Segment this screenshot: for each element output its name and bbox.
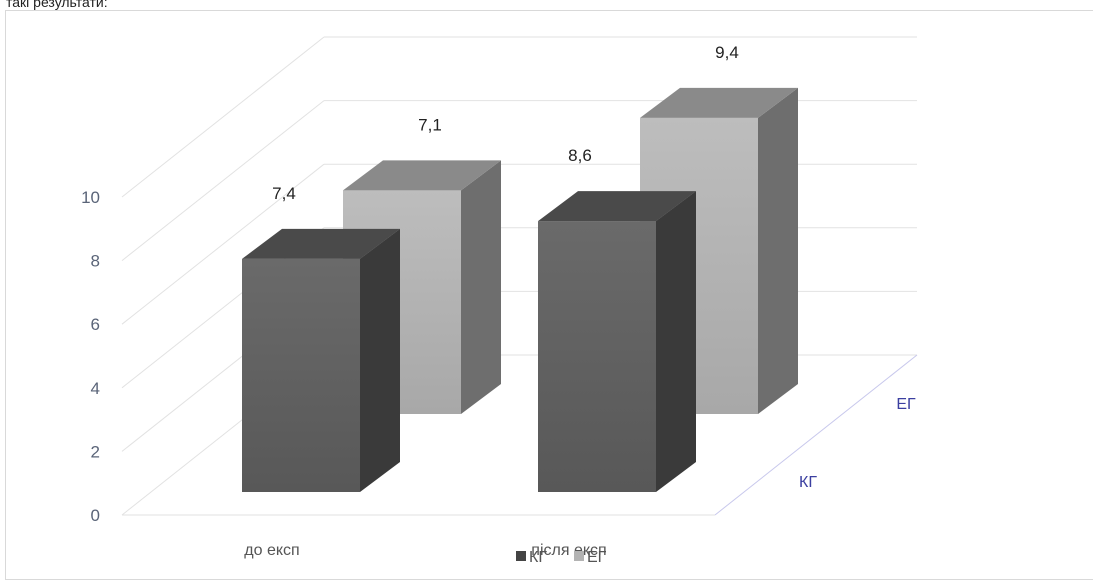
bar-side-face xyxy=(758,88,798,414)
data-label: 9,4 xyxy=(715,43,739,62)
bar-КГ-1 xyxy=(538,191,696,492)
legend-label: КГ xyxy=(529,549,547,566)
data-label: 8,6 xyxy=(568,146,592,165)
y-tick-label: 4 xyxy=(91,379,100,398)
legend-label: ЕГ xyxy=(587,549,607,566)
bar-front-face xyxy=(538,221,656,492)
legend-swatch xyxy=(574,551,584,561)
y-tick-label: 10 xyxy=(81,188,100,207)
y-tick-label: 0 xyxy=(91,506,100,525)
bar-side-face xyxy=(360,229,400,492)
y-tick-label: 6 xyxy=(91,315,100,334)
y-tick-label: 8 xyxy=(91,252,100,271)
bar-front-face xyxy=(242,259,360,492)
data-label: 7,4 xyxy=(272,184,296,203)
bar-КГ-0 xyxy=(242,229,400,492)
x-category-label: до експ xyxy=(244,542,299,559)
legend-swatch xyxy=(516,551,526,561)
data-label: 7,1 xyxy=(418,115,442,134)
bar-side-face xyxy=(461,160,501,414)
y-tick-label: 2 xyxy=(91,442,100,461)
series-axis-label: КГ xyxy=(799,474,817,491)
gridline-side xyxy=(122,37,324,197)
series-axis-label: ЕГ xyxy=(896,396,916,413)
bar-side-face xyxy=(656,191,696,492)
